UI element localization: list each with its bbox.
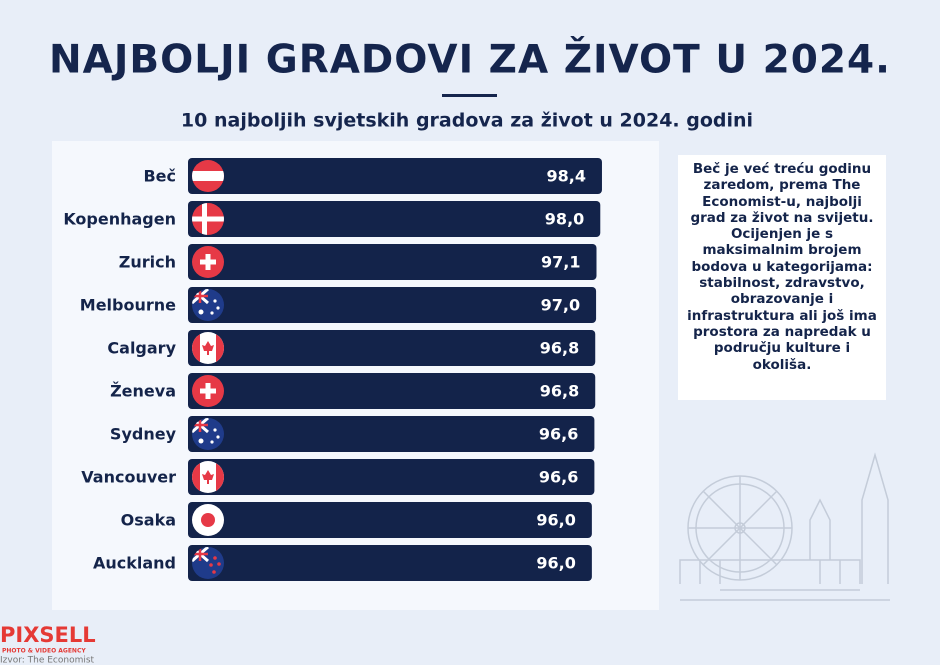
flag <box>192 504 224 536</box>
skyline <box>679 452 890 601</box>
bar <box>188 158 602 194</box>
value-label: 98,0 <box>545 210 584 229</box>
value-label: 96,8 <box>540 382 579 401</box>
value-label: 96,0 <box>536 511 575 530</box>
flag <box>192 418 224 450</box>
source: Izvor: The Economist <box>0 656 95 665</box>
chart-subtitle: 10 najboljih svjetskih gradova za život … <box>181 110 753 132</box>
category-label: Ženeva <box>110 382 176 401</box>
bar <box>188 330 596 366</box>
logo-tagline: PHOTO & VIDEO AGENCY <box>2 648 86 655</box>
bar <box>188 459 595 495</box>
bar <box>188 416 595 452</box>
flag <box>192 160 224 192</box>
logo: PIXSELL <box>0 623 96 647</box>
chart-title: NAJBOLJI GRADOVI ZA ŽIVOT U 2024. <box>49 36 891 83</box>
value-label: 97,1 <box>541 253 580 272</box>
bars: Beč 98,4 Kopenhagen 98,0 Zurich 97,1 Melbourne… <box>63 158 602 581</box>
flag <box>192 375 224 407</box>
value-label: 96,8 <box>540 339 579 358</box>
flag <box>192 203 224 235</box>
value-label: 96,0 <box>536 554 575 573</box>
flag <box>192 246 224 278</box>
flag <box>192 461 224 493</box>
flag <box>192 547 224 579</box>
category-label: Auckland <box>93 554 176 573</box>
value-label: 98,4 <box>546 167 585 186</box>
note: Beč je već treću godinu zaredom, prema T… <box>687 161 877 373</box>
note-panel <box>678 155 886 400</box>
category-label: Zurich <box>119 253 176 272</box>
bar <box>188 545 592 581</box>
value-label: 97,0 <box>541 296 580 315</box>
category-label: Calgary <box>107 339 176 358</box>
category-label: Osaka <box>121 511 176 530</box>
category-label: Melbourne <box>80 296 176 315</box>
flag <box>192 332 224 364</box>
category-label: Vancouver <box>81 468 176 487</box>
bar <box>188 373 596 409</box>
title-rule <box>442 94 497 97</box>
value-label: 96,6 <box>539 468 578 487</box>
category-label: Kopenhagen <box>63 210 176 229</box>
flag <box>192 289 224 321</box>
category-label: Sydney <box>110 425 177 444</box>
category-label: Beč <box>143 167 176 186</box>
bar <box>188 244 597 280</box>
bar <box>188 201 601 237</box>
value-label: 96,6 <box>539 425 578 444</box>
bar <box>188 502 592 538</box>
bar <box>188 287 597 323</box>
